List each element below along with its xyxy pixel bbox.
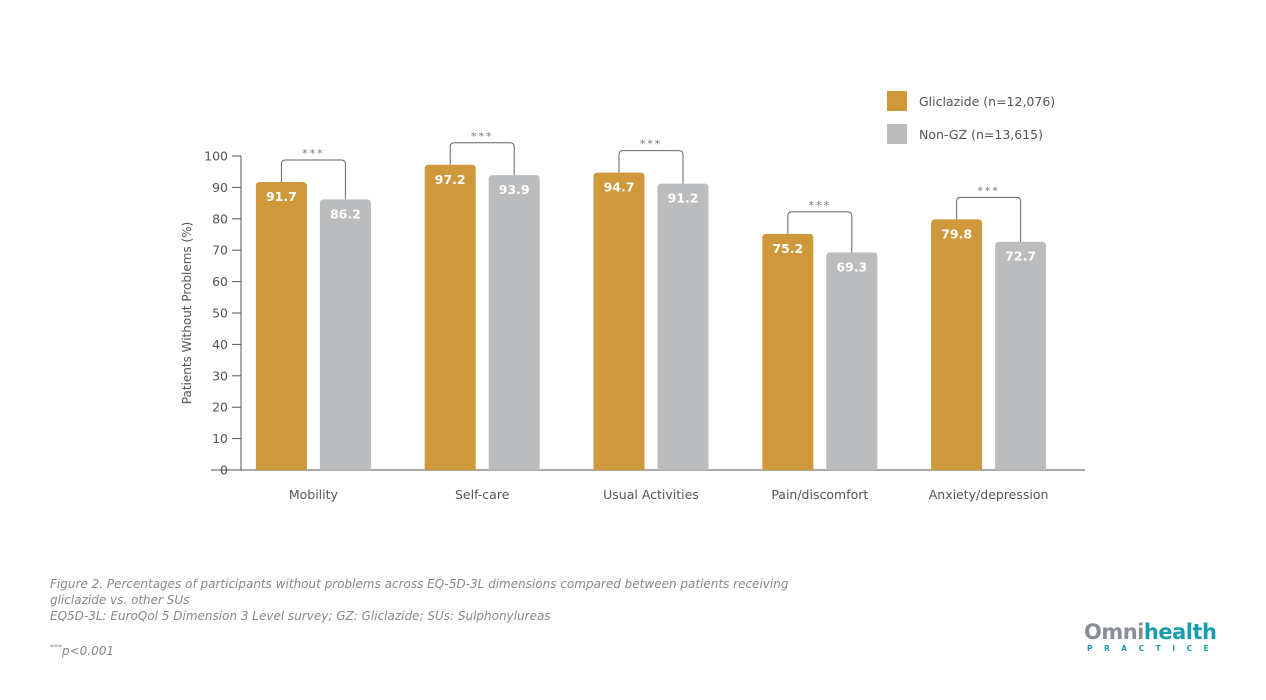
bar-value-label: 93.9 [499,182,530,197]
caption-line: EQ5D-3L: EuroQol 5 Dimension 3 Level sur… [50,609,551,623]
bar-non-gz [488,175,540,471]
bar-chart: 0 10 20 30 40 50 60 70 80 90 100 91.7 86.2 *** 97.2 93… [180,130,1085,502]
bar-non-gz [319,199,371,470]
logo-subtitle: PRACTICE [1087,644,1221,653]
bar-value-label: 75.2 [772,241,803,256]
significance-marker: *** [471,130,494,143]
pvalue-text: p<0.001 [62,644,115,658]
legend: Gliclazide (n=12,076) Non-GZ (n=13,615) [887,90,1055,156]
caption-line: gliclazide vs. other SUs [50,593,190,607]
y-tick-label: 30 [212,368,228,383]
bar-non-gz [826,252,878,470]
x-category-label: Pain/discomfort [771,487,868,502]
y-tick-label: 70 [212,243,228,258]
figure-caption: Figure 2. Percentages of participants wi… [50,576,850,624]
significance-bracket [956,196,1022,242]
y-tick-label: 90 [212,180,228,195]
bar-value-label: 69.3 [836,259,867,274]
y-axis-title: Patients Without Problems (%) [180,222,194,404]
y-tick-label: 10 [212,431,228,446]
significance-bracket [280,159,346,200]
bar-non-gz [995,241,1047,470]
logo-part-health: health [1143,620,1217,644]
y-tick-label: 40 [212,337,228,352]
caption-line: Figure 2. Percentages of participants wi… [50,577,789,591]
legend-swatch-gliclazide [887,91,907,111]
y-tick-label: 60 [212,274,228,289]
bar-gliclazide [593,172,645,470]
bar-gliclazide [762,233,814,470]
x-category-label: Self-care [455,487,510,502]
bar-non-gz [657,183,709,470]
bar-gliclazide [931,219,983,470]
y-tick-label: 0 [220,463,228,478]
y-tick-label: 100 [204,149,228,164]
omnihealth-logo: Omnihealth PRACTICE [1084,620,1224,653]
bar-value-label: 94.7 [604,180,635,195]
bar-gliclazide [255,182,307,470]
pvalue-note: ***p<0.001 [50,643,114,658]
bar-value-label: 91.7 [266,189,297,204]
significance-marker: *** [640,138,663,151]
y-tick-label: 80 [212,211,228,226]
bar-value-label: 97.2 [435,172,466,187]
significance-marker: *** [809,199,832,212]
bar-value-label: 72.7 [1005,249,1036,264]
x-category-label: Mobility [289,487,339,502]
legend-item-non-gz: Non-GZ (n=13,615) [887,123,1055,145]
bar-value-label: 79.8 [941,226,972,241]
legend-swatch-non-gz [887,124,907,144]
bar-value-label: 86.2 [330,206,361,221]
significance-bracket [787,211,853,253]
bar-gliclazide [424,164,476,471]
bar-value-label: 91.2 [668,191,699,206]
logo-part-omni: Omni [1084,620,1144,644]
significance-bracket [618,150,684,184]
y-tick-label: 50 [212,306,228,321]
legend-label: Non-GZ (n=13,615) [919,126,1043,142]
significance-marker: *** [302,147,325,160]
x-category-label: Anxiety/depression [929,487,1049,502]
pvalue-marker: *** [50,643,62,652]
y-tick-label: 20 [212,400,228,415]
bars: 91.7 86.2 *** 97.2 93.9 *** 94.7 91.2 *** 75.2 69.… [255,130,1047,471]
x-axis-labels: Mobility Self-care Usual Activities Pain/di… [289,487,1049,502]
legend-label: Gliclazide (n=12,076) [919,93,1056,109]
x-category-label: Usual Activities [603,487,699,502]
legend-item-gliclazide: Gliclazide (n=12,076) [887,90,1055,112]
significance-marker: *** [977,184,1000,197]
significance-bracket [449,142,515,176]
